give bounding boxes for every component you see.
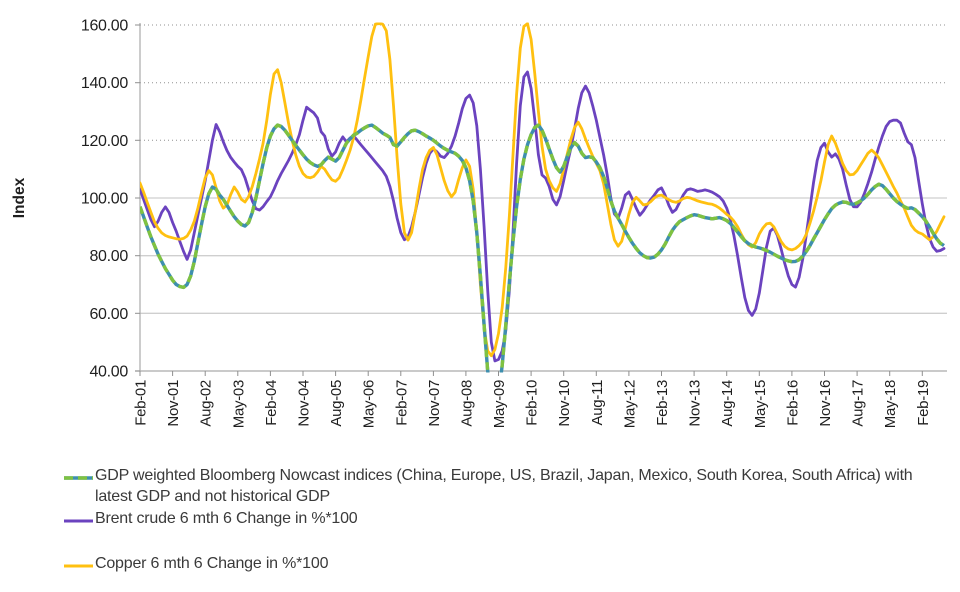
y-tick-label: 160.00 <box>81 18 129 35</box>
x-tick-label: May-12 <box>621 380 638 428</box>
y-tick-label: 140.00 <box>81 75 129 92</box>
x-tick-label: May-09 <box>491 380 508 428</box>
x-tick-label: May-15 <box>752 380 769 428</box>
y-tick-label: 100.00 <box>81 191 129 208</box>
axes <box>135 23 947 376</box>
legend-item-gdp-nowcast: GDP weighted Bloomberg Nowcast indices (… <box>63 466 960 508</box>
x-tick-label: Feb-07 <box>393 380 410 426</box>
y-tick-label: 80.00 <box>89 248 128 265</box>
x-axis-labels: Feb-01 Nov-01 Aug-02 May-03 Feb-04 Nov-04 Aug-… <box>133 380 932 428</box>
x-tick-label: Nov-16 <box>817 380 834 427</box>
y-tick-label: 40.00 <box>89 364 128 381</box>
legend-item-copper: Copper 6 mth 6 Change in %*100 <box>63 554 960 575</box>
y-tick-label: 120.00 <box>81 133 129 150</box>
x-tick-label: Nov-07 <box>426 380 443 427</box>
x-tick-label: Nov-13 <box>687 380 704 427</box>
x-tick-label: Aug-05 <box>328 380 345 427</box>
chart-legend: GDP weighted Bloomberg Nowcast indices (… <box>63 466 960 575</box>
x-tick-label: Nov-04 <box>296 380 313 427</box>
x-tick-label: Nov-01 <box>165 380 182 427</box>
copper-line-sample-icon <box>64 564 93 568</box>
legend-label-copper: Copper 6 mth 6 Change in %*100 <box>95 555 329 573</box>
x-tick-label: Nov-10 <box>556 380 573 427</box>
x-tick-label: Aug-17 <box>850 380 867 427</box>
series-gdp-nowcast-marker-underlay <box>140 123 945 373</box>
line-chart: 160.00 140.00 120.00 100.00 80.00 60.00 40.00 F… <box>11 18 947 428</box>
x-tick-label: Feb-19 <box>915 380 932 426</box>
x-tick-label: May-18 <box>882 380 899 428</box>
x-tick-label: Aug-14 <box>719 380 736 427</box>
x-tick-label: Feb-16 <box>784 380 801 426</box>
series-copper-line <box>140 22 946 358</box>
y-axis-labels: 160.00 140.00 120.00 100.00 80.00 60.00 40.00 <box>81 18 129 381</box>
x-tick-label: Aug-08 <box>458 380 475 427</box>
x-tick-label: May-06 <box>361 380 378 428</box>
gdp-nowcast-line-sample-icon <box>64 476 93 480</box>
x-tick-label: May-03 <box>230 380 247 428</box>
legend-item-brent: Brent crude 6 mth 6 Change in %*100 <box>63 509 960 530</box>
x-tick-label: Feb-10 <box>524 380 541 426</box>
legend-label-gdp-nowcast: GDP weighted Bloomberg Nowcast indices (… <box>95 467 913 505</box>
x-tick-label: Aug-02 <box>198 380 215 427</box>
y-axis-title: Index <box>11 177 28 218</box>
legend-label-brent: Brent crude 6 mth 6 Change in %*100 <box>95 509 358 527</box>
series-brent-line <box>140 70 946 363</box>
brent-line-sample-icon <box>64 519 93 523</box>
series-group <box>140 22 946 373</box>
x-tick-label: Feb-04 <box>263 380 280 426</box>
x-tick-label: Feb-01 <box>133 380 150 426</box>
x-tick-label: Aug-11 <box>589 380 606 425</box>
x-tick-label: Feb-13 <box>654 380 671 426</box>
gridlines <box>140 24 947 314</box>
y-tick-label: 60.00 <box>89 306 128 323</box>
